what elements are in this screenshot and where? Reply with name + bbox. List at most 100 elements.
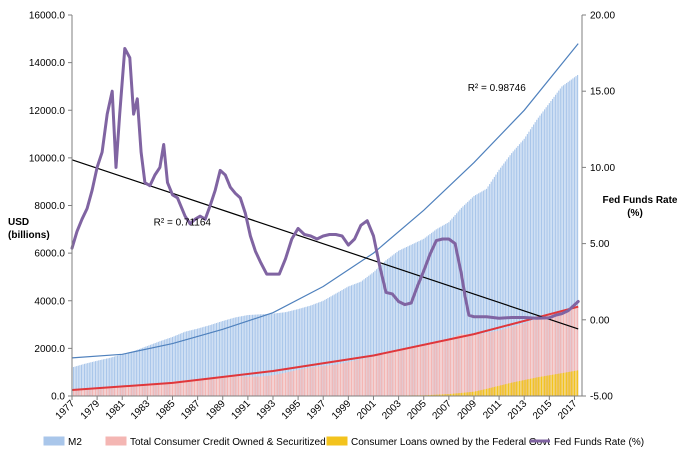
bar <box>134 386 135 396</box>
bar <box>522 380 523 396</box>
bar <box>103 388 104 396</box>
bar <box>225 377 226 396</box>
bar <box>87 389 88 396</box>
bar <box>130 387 131 396</box>
x-tick-label: 2003 <box>380 398 404 422</box>
x-tick-label: 1989 <box>204 398 228 422</box>
bar <box>477 391 478 396</box>
bar <box>318 367 319 396</box>
bar <box>188 380 189 396</box>
bar <box>334 365 335 396</box>
bar <box>389 353 390 396</box>
bar <box>222 377 223 396</box>
bar <box>414 347 415 396</box>
bar <box>362 359 363 396</box>
bar <box>488 388 489 396</box>
left-tick-label: 10000.0 <box>29 153 66 164</box>
bar <box>227 377 228 396</box>
bar <box>448 339 449 396</box>
bar <box>406 349 407 396</box>
bar <box>525 380 526 396</box>
bar <box>199 379 200 396</box>
right-tick-label: -5.00 <box>590 392 613 403</box>
bar <box>360 359 361 396</box>
bar <box>572 371 573 396</box>
bar <box>233 377 234 396</box>
bar <box>535 378 536 396</box>
bar <box>524 380 525 396</box>
bar <box>499 386 500 396</box>
bar <box>385 354 386 396</box>
bar <box>378 356 379 396</box>
bar <box>470 392 471 396</box>
bar <box>125 387 126 396</box>
x-tick-label: 1981 <box>104 398 128 422</box>
bar <box>290 372 291 396</box>
x-tick-label: 2005 <box>405 398 429 422</box>
x-tick-label: 2017 <box>556 398 580 422</box>
bar <box>481 334 482 396</box>
bar <box>152 385 153 396</box>
bar <box>309 368 310 396</box>
bar <box>84 389 85 396</box>
bar <box>538 377 539 396</box>
bar <box>483 390 484 396</box>
left-tick-label: 4000.0 <box>34 296 65 307</box>
bar <box>480 390 481 396</box>
bar <box>568 372 569 396</box>
bar <box>390 353 391 396</box>
x-tick-label: 1991 <box>229 398 253 422</box>
bar <box>404 349 405 396</box>
bar <box>506 384 507 396</box>
bar <box>382 354 383 396</box>
x-tick-label: 2009 <box>456 398 480 422</box>
bar <box>208 378 209 396</box>
right-tick-label: 5.00 <box>590 239 610 250</box>
bar <box>247 377 248 396</box>
bar <box>186 380 187 396</box>
bar <box>426 345 427 396</box>
bar <box>100 388 101 396</box>
bar <box>429 344 430 396</box>
left-tick-label: 8000.0 <box>34 201 65 212</box>
bar <box>228 377 229 396</box>
bar <box>420 346 421 396</box>
bar <box>445 340 446 396</box>
bar <box>533 378 534 396</box>
bar <box>287 372 288 396</box>
bar <box>276 375 277 396</box>
bar <box>123 387 124 396</box>
bar <box>299 370 300 396</box>
bar <box>367 358 368 396</box>
right-axis-title-units: (%) <box>627 208 643 219</box>
bar <box>484 333 485 396</box>
bar <box>458 335 459 396</box>
bar <box>481 390 482 396</box>
bar <box>283 373 284 396</box>
bar <box>466 334 467 396</box>
bar <box>521 381 522 396</box>
x-tick-label: 2013 <box>506 398 530 422</box>
bar <box>484 389 485 396</box>
bar <box>298 370 299 396</box>
bar <box>274 375 275 396</box>
bar <box>81 390 82 396</box>
bar <box>396 351 397 396</box>
bar <box>440 341 441 396</box>
bar <box>258 377 259 397</box>
bar <box>327 365 328 396</box>
bar <box>508 383 509 396</box>
bar <box>238 377 239 396</box>
bar <box>467 334 468 396</box>
bar <box>163 383 164 396</box>
bar <box>480 334 481 396</box>
bar <box>489 388 490 396</box>
bar <box>119 387 120 396</box>
bar <box>192 380 193 396</box>
bar <box>224 377 225 396</box>
bar <box>219 377 220 396</box>
bar <box>455 336 456 396</box>
x-tick-label: 1999 <box>330 398 354 422</box>
bar <box>261 376 262 396</box>
